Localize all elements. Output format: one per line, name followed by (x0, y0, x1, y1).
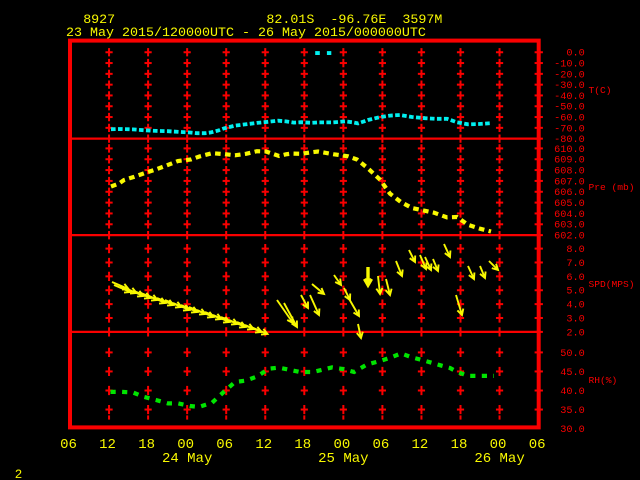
svg-text:12: 12 (99, 437, 116, 453)
svg-text:2: 2 (15, 468, 23, 480)
svg-text:0.0: 0.0 (566, 48, 584, 60)
svg-text:06: 06 (216, 437, 233, 453)
svg-text:-50.0: -50.0 (554, 102, 585, 114)
svg-text:RH(%): RH(%) (589, 375, 618, 386)
svg-text:00: 00 (333, 437, 350, 453)
svg-text:T(C): T(C) (589, 85, 612, 96)
svg-text:06: 06 (60, 437, 77, 453)
svg-text:35.0: 35.0 (560, 405, 585, 417)
svg-text:26 May: 26 May (474, 451, 524, 467)
svg-text:06: 06 (372, 437, 389, 453)
svg-text:-20.0: -20.0 (554, 69, 585, 81)
svg-text:-40.0: -40.0 (554, 91, 585, 103)
svg-text:00: 00 (177, 437, 194, 453)
svg-text:00: 00 (490, 437, 507, 453)
svg-text:12: 12 (255, 437, 272, 453)
svg-text:608.0: 608.0 (554, 165, 585, 177)
svg-text:603.0: 603.0 (554, 220, 585, 232)
svg-text:609.0: 609.0 (554, 155, 585, 167)
svg-text:606.0: 606.0 (554, 187, 585, 199)
svg-text:50.0: 50.0 (560, 348, 585, 360)
svg-text:8.0: 8.0 (566, 244, 584, 256)
svg-text:40.0: 40.0 (560, 386, 585, 398)
svg-text:7.0: 7.0 (566, 258, 584, 270)
svg-text:SPD(MPS): SPD(MPS) (589, 279, 635, 290)
svg-text:5.0: 5.0 (566, 286, 584, 298)
svg-text:Pre (mb): Pre (mb) (589, 182, 635, 193)
svg-text:-30.0: -30.0 (554, 80, 585, 92)
svg-text:602.0: 602.0 (554, 231, 585, 243)
svg-text:12: 12 (412, 437, 429, 453)
svg-text:3.0: 3.0 (566, 313, 584, 325)
svg-text:25 May: 25 May (318, 451, 368, 467)
svg-text:06: 06 (529, 437, 546, 453)
svg-text:-60.0: -60.0 (554, 112, 585, 124)
svg-text:6.0: 6.0 (566, 272, 584, 284)
svg-text:24 May: 24 May (162, 451, 212, 467)
svg-text:18: 18 (451, 437, 468, 453)
svg-text:30.0: 30.0 (560, 424, 585, 436)
svg-text:45.0: 45.0 (560, 367, 585, 379)
svg-text:82.01S -96.76E 3597M: 82.01S -96.76E 3597M (266, 13, 442, 28)
svg-text:2.0: 2.0 (566, 327, 584, 339)
svg-text:23 May 2015/120000UTC - 26 May: 23 May 2015/120000UTC - 26 May 2015/0000… (66, 26, 426, 41)
svg-text:-80.0: -80.0 (554, 134, 585, 146)
svg-text:8927: 8927 (83, 13, 115, 28)
svg-text:604.0: 604.0 (554, 209, 585, 221)
svg-text:-10.0: -10.0 (554, 58, 585, 70)
svg-text:-70.0: -70.0 (554, 123, 585, 135)
svg-text:607.0: 607.0 (554, 176, 585, 188)
svg-text:605.0: 605.0 (554, 198, 585, 210)
svg-text:610.0: 610.0 (554, 144, 585, 156)
svg-text:4.0: 4.0 (566, 300, 584, 312)
svg-text:18: 18 (138, 437, 155, 453)
svg-text:18: 18 (294, 437, 311, 453)
